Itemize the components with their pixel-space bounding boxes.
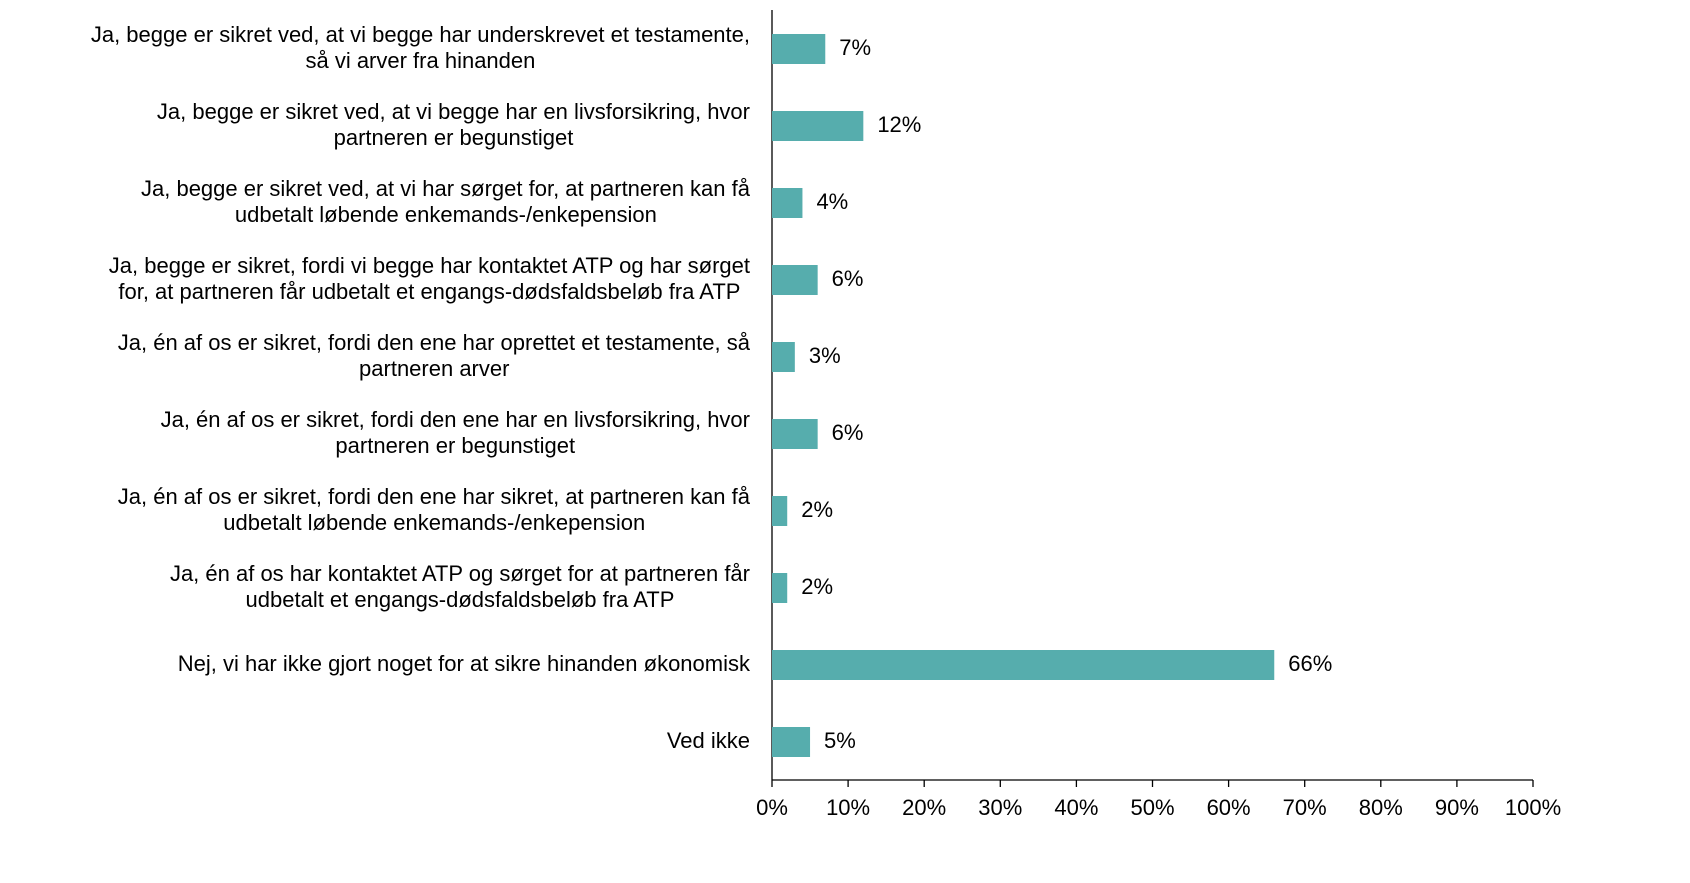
category-label: Ja, én af os har kontaktet ATP og sørget…	[170, 561, 750, 586]
category-label: Ja, én af os er sikret, fordi den ene ha…	[161, 407, 750, 432]
category-label: Ja, én af os er sikret, fordi den ene ha…	[118, 484, 751, 509]
bar	[772, 496, 788, 526]
bar	[772, 188, 803, 218]
category-label: så vi arver fra hinanden	[305, 48, 535, 73]
x-tick-label: 20%	[902, 795, 946, 820]
category-label: Ja, begge er sikret ved, at vi begge har…	[91, 22, 750, 47]
bar	[772, 573, 788, 603]
x-tick-label: 50%	[1130, 795, 1174, 820]
bar	[772, 342, 795, 372]
x-tick-label: 70%	[1283, 795, 1327, 820]
value-label: 5%	[824, 728, 856, 753]
x-tick-label: 0%	[756, 795, 788, 820]
bar	[772, 111, 864, 141]
value-label: 66%	[1288, 651, 1332, 676]
category-label: partneren er begunstiget	[334, 125, 574, 150]
category-label: udbetalt løbende enkemands-/enkepension	[235, 202, 657, 227]
x-tick-label: 80%	[1359, 795, 1403, 820]
category-label: for, at partneren får udbetalt et engang…	[118, 279, 740, 304]
value-label: 12%	[877, 112, 921, 137]
category-label: partneren er begunstiget	[335, 433, 575, 458]
value-label: 6%	[832, 420, 864, 445]
value-label: 2%	[801, 497, 833, 522]
value-label: 2%	[801, 574, 833, 599]
category-label: Ja, begge er sikret, fordi vi begge har …	[109, 253, 750, 278]
x-tick-label: 10%	[826, 795, 870, 820]
category-label: Ja, begge er sikret ved, at vi har sørge…	[141, 176, 751, 201]
category-label: Ja, én af os er sikret, fordi den ene ha…	[118, 330, 751, 355]
category-label: Ved ikke	[667, 728, 750, 753]
x-tick-label: 60%	[1207, 795, 1251, 820]
x-tick-label: 90%	[1435, 795, 1479, 820]
category-label: Nej, vi har ikke gjort noget for at sikr…	[178, 651, 751, 676]
category-label: Ja, begge er sikret ved, at vi begge har…	[157, 99, 750, 124]
x-tick-label: 100%	[1505, 795, 1561, 820]
x-tick-label: 40%	[1054, 795, 1098, 820]
bar	[772, 419, 818, 449]
category-label: udbetalt løbende enkemands-/enkepension	[223, 510, 645, 535]
bar	[772, 34, 826, 64]
value-label: 7%	[839, 35, 871, 60]
bar	[772, 265, 818, 295]
x-tick-label: 30%	[978, 795, 1022, 820]
category-label: partneren arver	[359, 356, 509, 381]
value-label: 6%	[832, 266, 864, 291]
bar	[772, 650, 1275, 680]
bar	[772, 727, 811, 757]
value-label: 4%	[816, 189, 848, 214]
value-label: 3%	[809, 343, 841, 368]
category-label: udbetalt et engangs-dødsfaldsbeløb fra A…	[246, 587, 675, 612]
